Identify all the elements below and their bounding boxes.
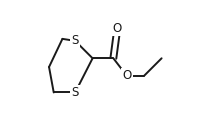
Text: S: S	[71, 86, 79, 99]
Text: O: O	[113, 22, 122, 35]
Text: S: S	[71, 34, 79, 47]
Text: O: O	[122, 69, 131, 82]
